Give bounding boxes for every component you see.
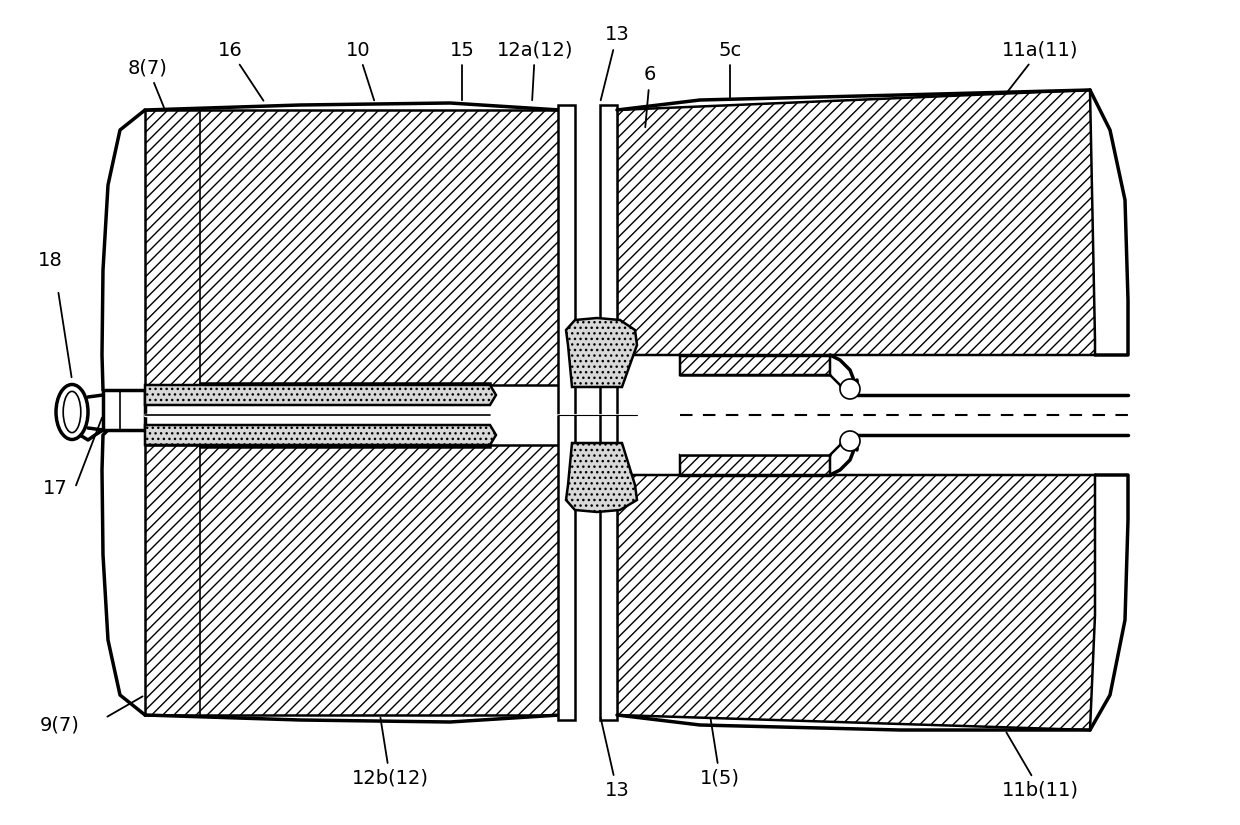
Text: 15: 15: [450, 40, 475, 100]
Text: 10: 10: [346, 40, 374, 101]
Text: 6: 6: [644, 65, 656, 127]
Text: 13: 13: [600, 26, 630, 101]
Text: 1(5): 1(5): [701, 718, 740, 788]
Text: 18: 18: [37, 251, 62, 270]
Text: 9(7): 9(7): [40, 715, 79, 734]
Polygon shape: [145, 110, 560, 385]
Polygon shape: [565, 443, 637, 512]
Polygon shape: [600, 105, 618, 720]
Polygon shape: [618, 455, 1095, 730]
Polygon shape: [680, 375, 1095, 455]
Text: 11a(11): 11a(11): [1002, 40, 1079, 92]
Polygon shape: [558, 105, 575, 720]
Text: 16: 16: [218, 40, 263, 101]
Text: 12b(12): 12b(12): [351, 718, 429, 788]
Polygon shape: [145, 385, 496, 405]
Text: 11b(11): 11b(11): [1002, 733, 1079, 799]
Text: 8(7): 8(7): [128, 59, 167, 107]
Polygon shape: [618, 90, 1095, 375]
Ellipse shape: [56, 384, 88, 440]
Polygon shape: [145, 425, 496, 445]
Text: 12a(12): 12a(12): [497, 40, 573, 100]
Polygon shape: [145, 445, 560, 715]
Text: 5c: 5c: [718, 40, 742, 100]
Polygon shape: [103, 390, 145, 430]
Circle shape: [839, 431, 861, 451]
Polygon shape: [680, 375, 830, 455]
Text: 13: 13: [600, 718, 630, 799]
Circle shape: [839, 379, 861, 399]
Text: 17: 17: [42, 478, 67, 497]
Polygon shape: [565, 318, 637, 387]
